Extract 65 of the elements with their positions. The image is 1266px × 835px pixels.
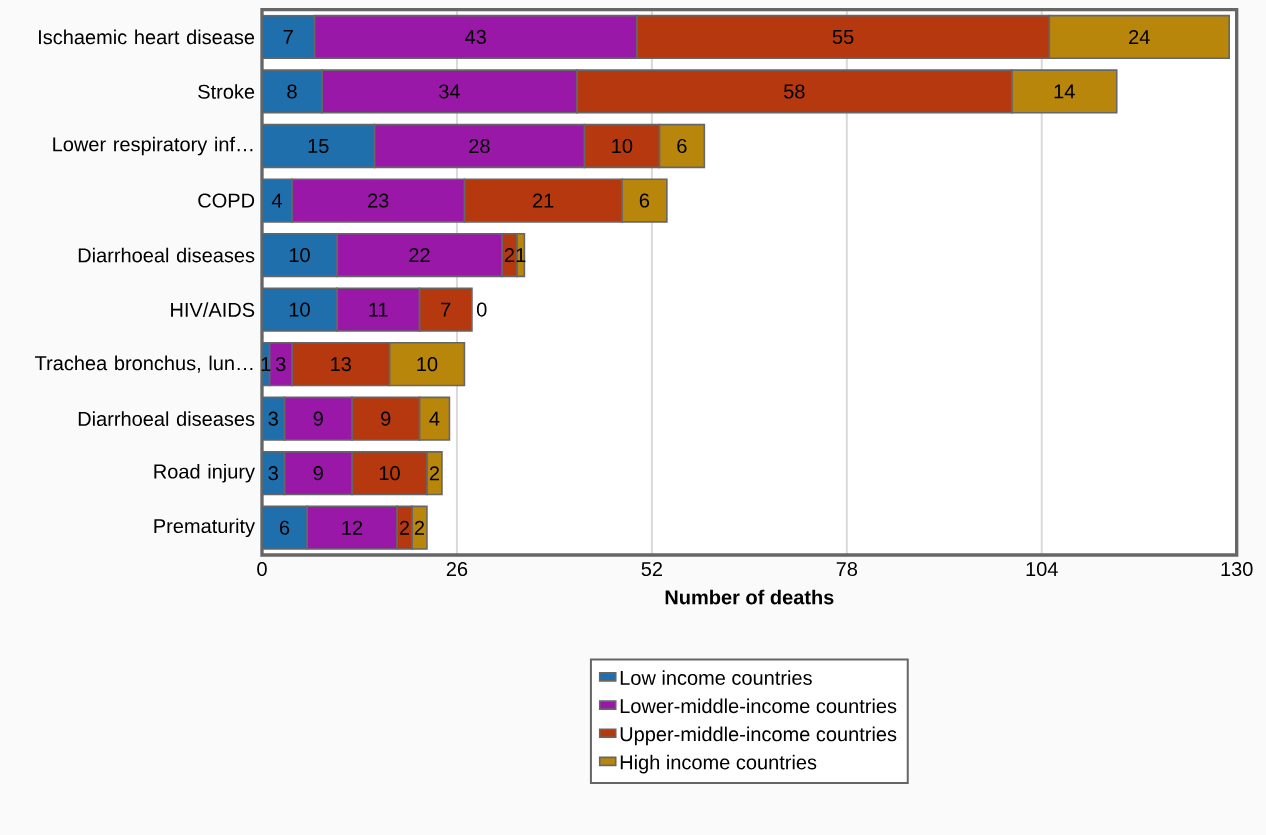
data-label: 3 [275,357,286,372]
x-tick-label: 130 [1221,561,1253,577]
x-tick-label: 104 [1026,561,1058,577]
data-label: 1 [261,357,271,372]
legend-label: High income countries [620,754,817,774]
data-label: 55 [832,29,854,44]
bar [262,287,338,332]
y-tick-label: Prematurity [154,518,256,538]
x-tick-label: 52 [641,561,662,577]
data-label: 2 [429,466,440,481]
data-label: 21 [533,193,554,208]
y-tick-label: Lower respiratory inf… [53,136,253,156]
data-label: 10 [289,247,310,263]
data-label: 2 [504,248,514,263]
data-label: 6 [677,138,687,154]
data-label: 4 [271,193,282,208]
bar [262,14,316,60]
data-label: 2 [399,520,410,535]
data-label: 22 [409,248,430,263]
data-label: 10 [379,466,400,481]
y-tick-label: Road injury [154,463,255,483]
bar [262,123,376,169]
bar [262,69,323,114]
data-label: 24 [1129,29,1150,44]
x-tick-label: 26 [446,561,468,577]
data-label: 3 [268,411,278,426]
x-tick-label: 0 [257,561,267,577]
data-label: 3 [268,466,278,481]
legend-label: Low income countries [620,670,812,685]
data-label: 10 [289,302,310,317]
data-label: 43 [465,29,486,44]
x-axis-title: Number of deaths [665,589,834,605]
data-label: 0 [476,302,487,317]
data-label: 23 [368,193,389,208]
y-tick-label: Diarrhoeal diseases [78,411,255,427]
data-label: 58 [784,84,805,99]
data-label: 11 [369,302,388,317]
data-label: 7 [441,302,451,317]
data-label: 28 [469,138,490,154]
data-label: 8 [287,84,297,99]
data-label: 4 [429,411,440,426]
data-label: 15 [308,139,329,153]
data-label: 2 [414,520,425,535]
data-label: 6 [639,193,650,208]
legend-label: Upper-middle-income countries [620,726,897,746]
data-label: 14 [1054,84,1075,99]
x-tick-label: 78 [836,561,858,577]
data-label: 9 [313,411,323,426]
y-tick-label: HIV/AIDS [171,302,255,317]
legend-label: Lower-middle-income countries [620,698,897,714]
y-tick-label: COPD [198,193,255,208]
data-label: 10 [612,138,633,154]
data-label: 9 [381,411,391,426]
data-label: 9 [313,466,323,481]
y-tick-label: Diarrhoeal diseases [78,247,255,263]
data-label: 10 [417,357,438,372]
data-label: 12 [342,520,363,535]
y-tick-label: Ischaemic heart disease [39,29,255,45]
data-label: 34 [439,84,460,99]
data-label: 7 [283,30,293,44]
data-label: 6 [279,520,290,535]
y-tick-label: Stroke [198,84,255,99]
data-label: 13 [331,357,351,372]
y-tick-label: Trachea bronchus, lun… [35,355,253,373]
bar [262,232,338,278]
